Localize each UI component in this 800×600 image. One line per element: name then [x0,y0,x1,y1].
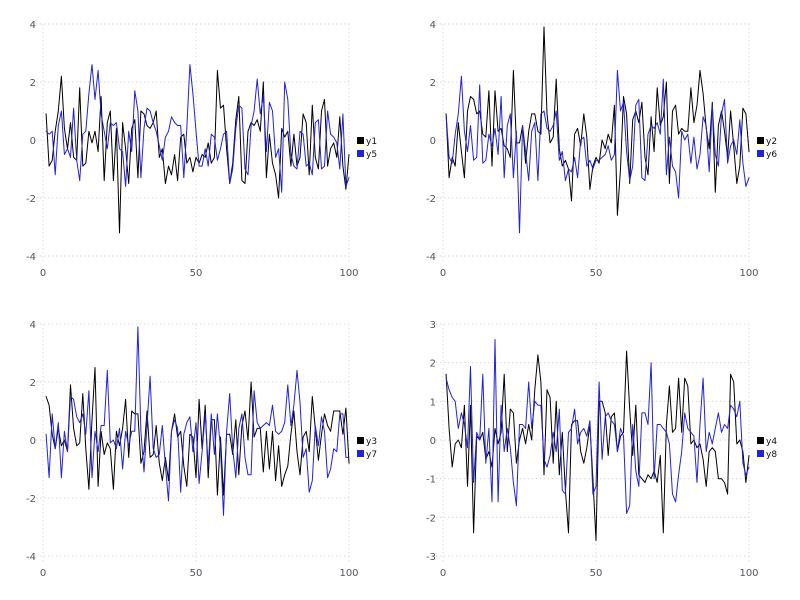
x-tick-label: 50 [590,268,603,279]
subplot-y3-y7: 4 2 0 -2 -4 0 50 100 y3 y7 [0,300,400,600]
y-tick-label: 1 [430,397,436,408]
y-tick-label: 2 [30,78,36,89]
x-tick-label: 0 [40,268,46,279]
x-tick-label: 100 [739,268,758,279]
y-tick-label: 4 [30,320,36,331]
x-tick-label: 0 [440,568,446,579]
x-tick-label: 0 [40,568,46,579]
subplot-y4-y8: 3 2 1 0 -1 -2 -3 0 50 100 y4 y8 [400,300,800,600]
x-tick-label: 100 [339,268,358,279]
y-tick-label: -1 [426,475,436,486]
y-tick-label: -2 [26,494,36,505]
series-y5-line [45,64,350,193]
grid [436,323,750,562]
y-tick-label: 0 [430,136,436,147]
y-tick-label: -4 [26,552,36,563]
legend-label-y7: y7 [366,450,377,460]
x-tick-label: 50 [190,268,203,279]
legend-swatch-y4 [757,437,764,444]
x-tick-label: 0 [440,268,446,279]
y-tick-label: 0 [30,136,36,147]
legend-swatch-y2 [757,137,764,144]
y-tick-label: -3 [426,552,436,563]
legend-label-y5: y5 [366,150,377,160]
y-tick-label: 2 [430,359,436,370]
y-tick-label: -4 [426,252,436,263]
y-tick-label: -2 [426,194,436,205]
legend-swatch-y3 [357,437,364,444]
x-tick-label: 50 [590,568,603,579]
legend-label-y6: y6 [766,150,777,160]
legend-swatch-y7 [357,450,364,457]
y-tick-label: -2 [26,194,36,205]
y-tick-label: 0 [30,436,36,447]
legend-label-y4: y4 [766,437,777,447]
legend-label-y8: y8 [766,450,777,460]
legend-swatch-y6 [757,150,764,157]
x-tick-label: 50 [190,568,203,579]
x-tick-label: 100 [739,568,758,579]
axis-tick-labels: 4 2 0 -2 -4 0 50 100 [426,20,759,279]
axis-tick-labels: 3 2 1 0 -1 -2 -3 0 50 100 [426,320,759,579]
series-y1-line [45,69,350,234]
legend-swatch-y5 [357,150,364,157]
y-tick-label: 3 [430,320,436,331]
y-tick-label: -4 [26,252,36,263]
series-y7-line [45,326,350,516]
y-tick-label: 2 [430,78,436,89]
grid [436,23,750,262]
y-tick-label: 4 [430,20,436,31]
axis-tick-labels: 4 2 0 -2 -4 0 50 100 [26,320,359,579]
legend-label-y2: y2 [766,137,777,147]
legend-swatch-y1 [357,137,364,144]
grid [36,323,350,562]
legend-swatch-y8 [757,450,764,457]
series-y6-line [445,69,750,234]
subplot-y2-y6: 4 2 0 -2 -4 0 50 100 y2 y6 [400,0,800,300]
series-y2-line [445,26,750,216]
y-tick-label: -2 [426,513,436,524]
series-y8-line [445,339,750,514]
legend-label-y3: y3 [366,437,377,447]
series-y3-line [45,367,350,496]
y-tick-label: 2 [30,378,36,389]
axis-tick-labels: 4 2 0 -2 -4 0 50 100 [26,20,359,279]
y-tick-label: 4 [30,20,36,31]
subplot-y1-y5: 4 2 0 -2 -4 0 50 100 y1 y5 [0,0,400,300]
y-tick-label: 0 [430,436,436,447]
legend-label-y1: y1 [366,137,377,147]
grid [36,23,350,262]
x-tick-label: 100 [339,568,358,579]
